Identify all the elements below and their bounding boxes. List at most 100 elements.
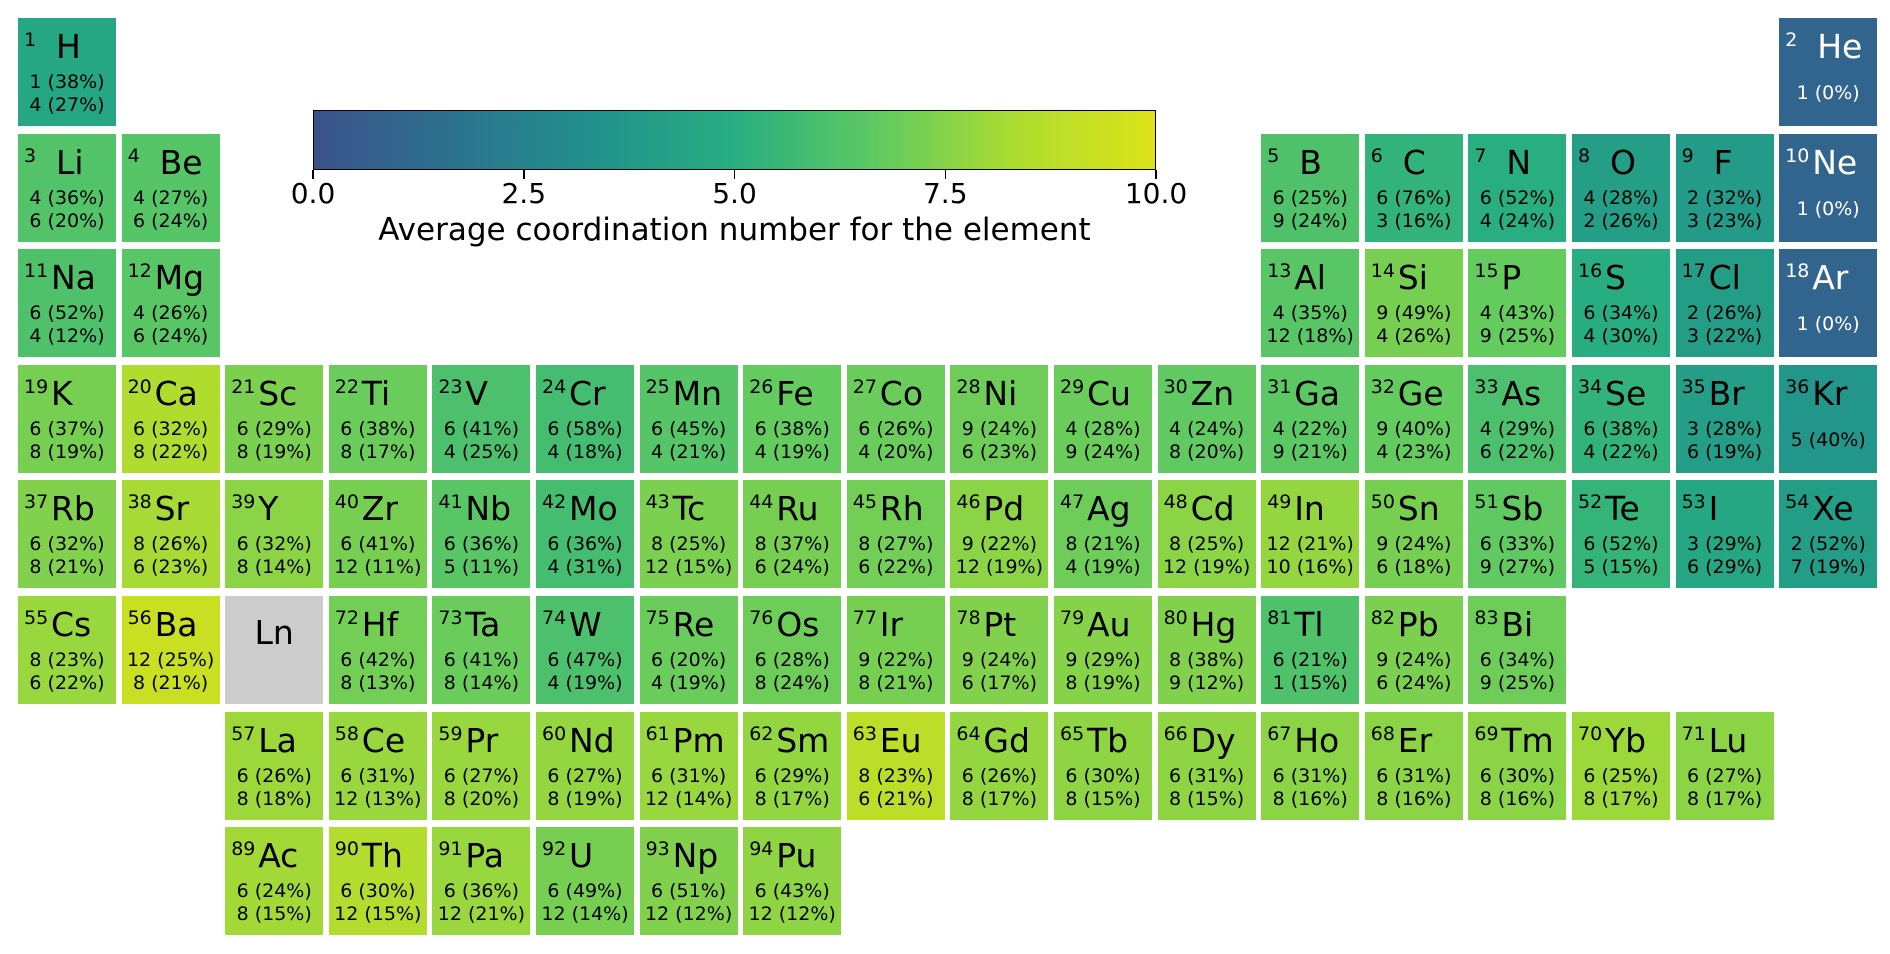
element-tile-xe: 54 Xe 2 (52%) 7 (19%) [1779,480,1878,589]
element-symbol: Ru [776,489,819,529]
element-symbol: Ti [361,373,391,413]
element-tile-bi: 83 Bi 6 (34%) 9 (25%) [1468,596,1567,704]
coordination-line-1: 6 (32%) [133,417,209,440]
coordination-line-2: 4 (27%) [29,94,105,116]
element-tile-ln: Ln [225,596,324,704]
coordination-line-1: 6 (36%) [547,533,623,556]
element-symbol: Tb [1087,720,1129,760]
atomic-number: 3 [24,144,37,167]
element-symbol: Gd [983,720,1030,760]
atomic-number: 22 [334,375,359,398]
coordination-line-1: 4 (27%) [133,186,209,209]
element-tile-ar: 18 Ar 1 (0%) [1779,249,1878,358]
coordination-line-2: 6 (18%) [1376,556,1452,579]
atomic-number: 80 [1163,607,1188,629]
coordination-line-1: 8 (38%) [1169,649,1245,671]
element-symbol: As [1501,373,1542,413]
atomic-number: 76 [749,607,774,629]
coordination-line-2: 12 (21%) [437,903,526,926]
element-tile-dy: 66 Dy 6 (31%) 8 (15%) [1157,711,1256,820]
element-symbol: Te [1605,489,1640,529]
atomic-number: 66 [1163,722,1188,745]
element-tile-sr: 38 Sr 8 (26%) 6 (23%) [121,480,220,589]
coordination-line-1: 6 (31%) [340,764,416,787]
atomic-number: 19 [24,375,49,398]
coordination-line-1: 6 (31%) [651,764,727,787]
element-symbol: He [1817,27,1863,66]
atomic-number: 77 [852,607,877,629]
element-tile-be: 4 Be 4 (27%) 6 (24%) [121,133,220,242]
element-tile-y: 39 Y 6 (32%) 8 (14%) [225,480,324,589]
element-symbol: Ce [361,720,406,760]
atomic-number: 69 [1474,722,1499,745]
element-tile-ru: 44 Ru 8 (37%) 6 (24%) [743,480,842,589]
colorbar-tick-label: 0.0 [290,177,336,210]
coordination-line-1: 6 (38%) [754,417,830,440]
element-symbol: Be [159,142,203,182]
element-tile-th: 90 Th 6 (30%) 12 (15%) [328,827,427,936]
colorbar-tick-label: 10.0 [1124,177,1188,210]
element-tile-nb: 41 Nb 6 (36%) 5 (11%) [432,480,531,589]
coordination-line-1: 1 (0%) [1796,197,1860,220]
element-tile-cd: 48 Cd 8 (25%) 12 (19%) [1157,480,1256,589]
element-tile-pr: 59 Pr 6 (27%) 8 (20%) [432,711,531,820]
coordination-line-2: 1 (15%) [1272,672,1348,694]
coordination-line-1: 4 (43%) [1479,302,1555,325]
coordination-line-2: 8 (16%) [1272,787,1348,810]
atomic-number: 44 [749,491,774,514]
element-tile-au: 79 Au 9 (29%) 8 (19%) [1054,596,1152,704]
element-symbol: Se [1605,373,1647,413]
colorbar-tick [733,170,736,179]
element-tile-sb: 51 Sb 6 (33%) 9 (27%) [1468,480,1567,589]
element-tile-al: 13 Al 4 (35%) 12 (18%) [1261,249,1360,358]
coordination-line-1: 9 (49%) [1376,302,1452,325]
colorbar-tick-label: 5.0 [712,177,757,210]
coordination-line-2: 8 (17%) [754,787,830,810]
element-tile-u: 92 U 6 (49%) 12 (14%) [536,827,634,936]
coordination-line-1: 8 (23%) [858,764,934,787]
atomic-number: 74 [542,607,567,629]
element-tile-pd: 46 Pd 9 (22%) 12 (19%) [950,480,1049,589]
element-symbol: W [569,605,602,644]
coordination-line-2: 6 (24%) [133,209,209,232]
coordination-line-1: 6 (47%) [547,649,623,671]
atomic-number: 56 [127,607,152,629]
element-symbol: Hf [361,605,399,644]
element-symbol: Eu [879,720,922,760]
element-tile-hg: 80 Hg 8 (38%) 9 (12%) [1157,596,1256,704]
element-symbol: F [1713,142,1733,182]
atomic-number: 52 [1578,491,1603,514]
coordination-line-2: 6 (19%) [1687,440,1763,463]
coordination-line-1: 12 (21%) [1266,533,1354,556]
coordination-line-1: 6 (21%) [1272,649,1348,671]
element-tile-mo: 42 Mo 6 (36%) 4 (31%) [536,480,634,589]
coordination-line-1: 6 (58%) [547,417,623,440]
coordination-line-2: 8 (15%) [236,903,312,926]
element-tile-nd: 60 Nd 6 (27%) 8 (19%) [536,711,634,820]
atomic-number: 32 [1370,375,1395,398]
element-tile-ce: 58 Ce 6 (31%) 12 (13%) [328,711,427,820]
atomic-number: 28 [956,375,981,398]
element-symbol: Ga [1294,373,1340,413]
coordination-line-1: 9 (22%) [961,533,1037,556]
coordination-line-1: 6 (29%) [754,764,830,787]
element-symbol: Mg [154,258,205,298]
coordination-line-2: 12 (12%) [748,903,836,926]
coordination-line-2: 8 (13%) [340,672,416,694]
coordination-line-1: 4 (24%) [1169,417,1245,440]
element-tile-p: 15 P 4 (43%) 9 (25%) [1468,249,1567,358]
atomic-number: 61 [645,722,670,745]
coordination-line-2: 12 (12%) [644,903,733,926]
element-symbol: Yb [1605,720,1647,760]
coordination-line-2: 8 (19%) [1065,672,1141,694]
atomic-number: 6 [1370,144,1383,167]
coordination-line-2: 6 (17%) [961,672,1037,694]
element-symbol: Er [1397,720,1433,760]
coordination-line-1: 9 (40%) [1376,417,1452,440]
coordination-line-2: 12 (11%) [334,556,422,579]
coordination-line-2: 5 (15%) [1583,556,1659,579]
coordination-line-1: 6 (26%) [236,764,312,787]
atomic-number: 42 [542,491,567,514]
coordination-line-2: 8 (15%) [1169,787,1245,810]
element-symbol: Pm [672,720,725,760]
